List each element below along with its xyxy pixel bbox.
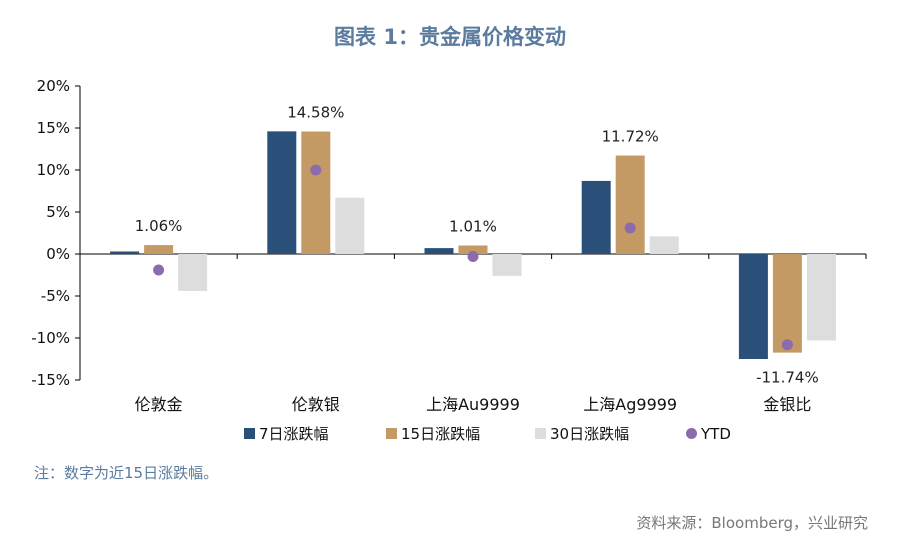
data-label: 11.72% — [602, 128, 659, 146]
y-tick-label: -15% — [31, 371, 70, 389]
bar-2-4 — [615, 155, 645, 254]
legend-swatch — [386, 428, 397, 439]
x-tick-label: 上海Ag9999 — [583, 395, 677, 414]
legend-label: 15日涨跌幅 — [401, 425, 480, 443]
ytd-point — [624, 222, 636, 234]
bar-2-2 — [301, 131, 331, 254]
bar-2-3 — [458, 245, 488, 254]
legend-label: YTD — [700, 425, 731, 443]
legend-item: 7日涨跌幅 — [244, 425, 329, 443]
x-tick-label: 金银比 — [763, 395, 811, 414]
bar-1-4 — [581, 180, 611, 254]
ytd-point — [310, 164, 322, 176]
bar-3-4 — [649, 236, 679, 254]
bar-3-2 — [335, 197, 365, 254]
y-tick-label: -5% — [41, 287, 70, 305]
y-tick-label: 20% — [37, 77, 70, 95]
bar-1-3 — [424, 248, 454, 254]
y-tick-label: 15% — [37, 119, 70, 137]
data-label: 1.01% — [449, 218, 497, 236]
plot-area: 20% 15% 10% 5% 0% -5% -10% -15% 1.06% 伦敦金 14.58% 伦敦… — [31, 77, 867, 414]
bar-1-1 — [110, 251, 140, 254]
bar-3-3 — [492, 254, 522, 276]
x-tick-label: 上海Au9999 — [426, 395, 520, 414]
x-tick-label: 伦敦银 — [292, 395, 340, 414]
legend-swatch — [686, 428, 697, 439]
bar-3-5 — [806, 254, 836, 341]
chart-title: 图表 1：贵金属价格变动 — [334, 25, 566, 49]
bar-3-1 — [178, 254, 208, 291]
x-tick-label: 伦敦金 — [135, 395, 183, 414]
ytd-point — [467, 251, 479, 263]
legend-label: 30日涨跌幅 — [550, 425, 629, 443]
bar-2-5 — [772, 254, 802, 353]
legend-swatch — [244, 428, 255, 439]
data-label: 14.58% — [287, 104, 344, 122]
legend-item: YTD — [686, 425, 731, 443]
data-label: 1.06% — [135, 217, 183, 235]
source-note: 资料来源：Bloomberg，兴业研究 — [636, 514, 868, 532]
legend: 7日涨跌幅 15日涨跌幅 30日涨跌幅 YTD — [244, 425, 731, 443]
data-label: -11.74% — [756, 369, 819, 387]
y-tick-label: -10% — [31, 329, 70, 347]
bar-2-1 — [144, 245, 174, 254]
legend-item: 30日涨跌幅 — [535, 425, 629, 443]
legend-item: 15日涨跌幅 — [386, 425, 480, 443]
legend-label: 7日涨跌幅 — [259, 425, 329, 443]
ytd-point — [153, 264, 165, 276]
ytd-point — [781, 339, 793, 351]
y-tick-label: 5% — [46, 203, 70, 221]
y-tick-label: 10% — [37, 161, 70, 179]
footnote: 注：数字为近15日涨跌幅。 — [34, 464, 219, 482]
bar-1-2 — [267, 131, 297, 254]
y-tick-label: 0% — [46, 245, 70, 263]
bar-1-5 — [738, 254, 768, 359]
legend-swatch — [535, 428, 546, 439]
